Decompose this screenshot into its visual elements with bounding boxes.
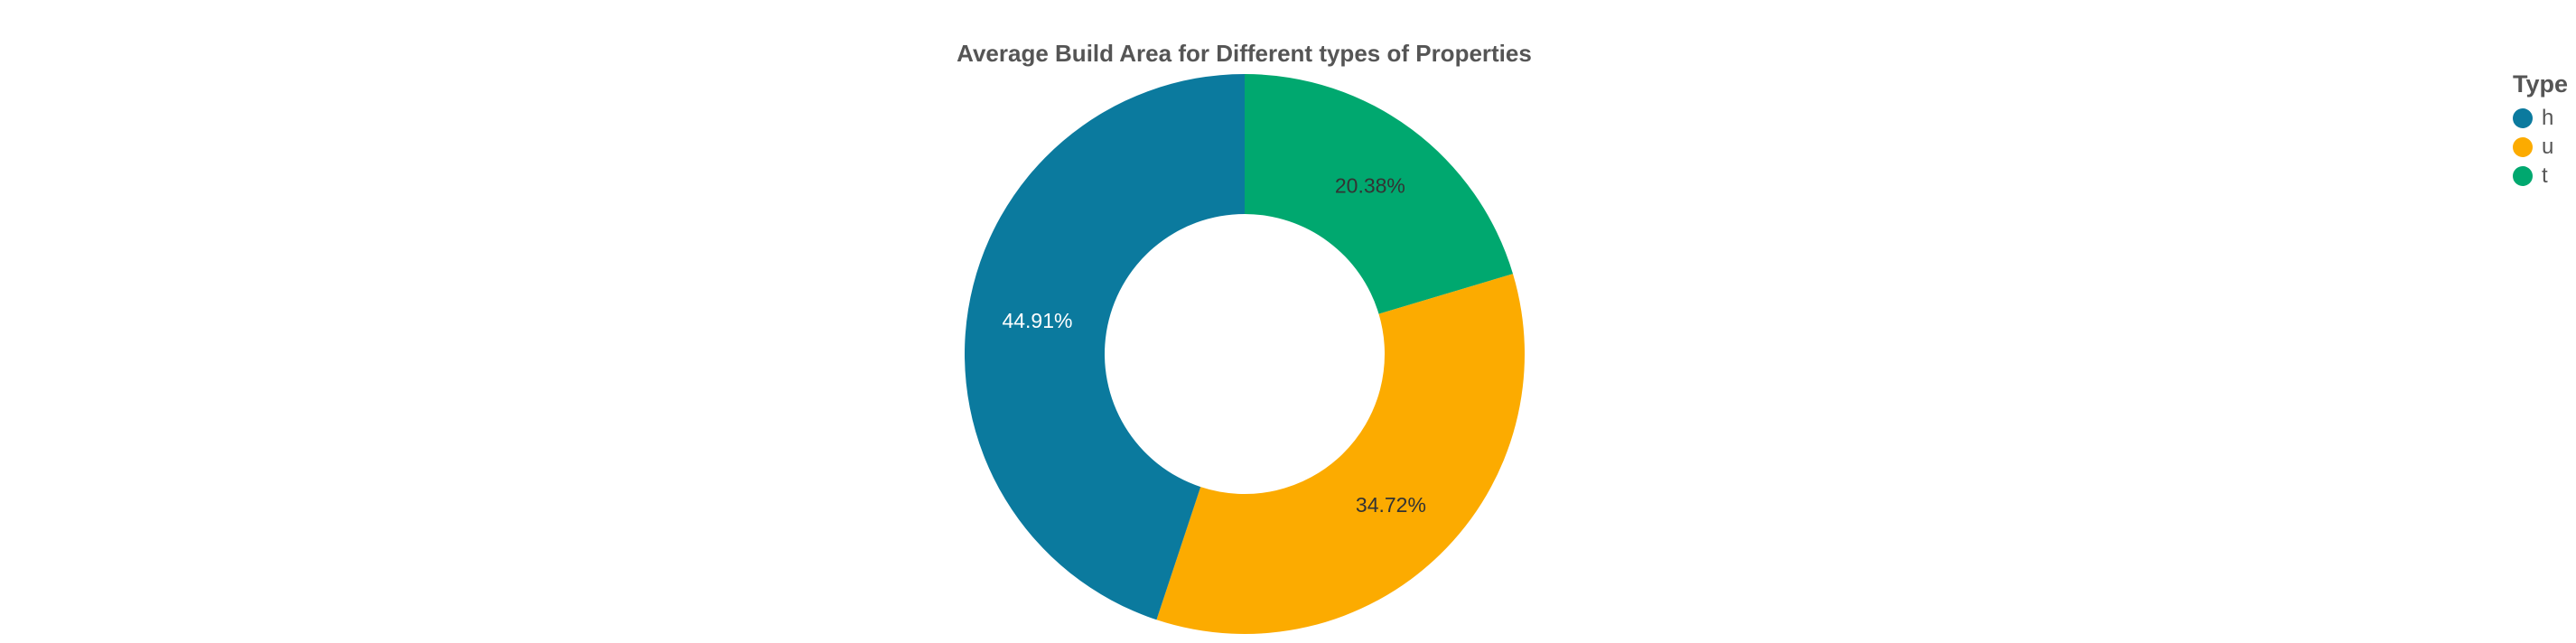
legend-item-t[interactable]: t bbox=[2513, 162, 2568, 191]
legend-swatch-icon bbox=[2513, 108, 2533, 128]
donut-slice-h[interactable] bbox=[964, 74, 1245, 620]
donut-slice-t[interactable] bbox=[1245, 74, 1514, 314]
slice-label-t: 20.38% bbox=[1335, 174, 1405, 198]
legend-label: t bbox=[2542, 163, 2548, 188]
legend-label: u bbox=[2542, 135, 2554, 159]
slice-label-h: 44.91% bbox=[1002, 309, 1072, 332]
legend-item-h[interactable]: h bbox=[2513, 104, 2568, 133]
donut-slice-labels: 20.38% 34.72% 44.91% bbox=[1002, 174, 1425, 517]
legend-title: Type bbox=[2513, 70, 2569, 98]
slice-label-u: 34.72% bbox=[1356, 493, 1426, 517]
legend-swatch-icon bbox=[2513, 137, 2533, 157]
donut-slices bbox=[964, 74, 1526, 635]
legend-swatch-icon bbox=[2513, 166, 2533, 186]
legend-item-u[interactable]: u bbox=[2513, 133, 2568, 162]
chart-title: Average Build Area for Different types o… bbox=[957, 40, 1532, 67]
legend-label: h bbox=[2542, 106, 2554, 130]
donut-slice-u[interactable] bbox=[1156, 274, 1526, 635]
